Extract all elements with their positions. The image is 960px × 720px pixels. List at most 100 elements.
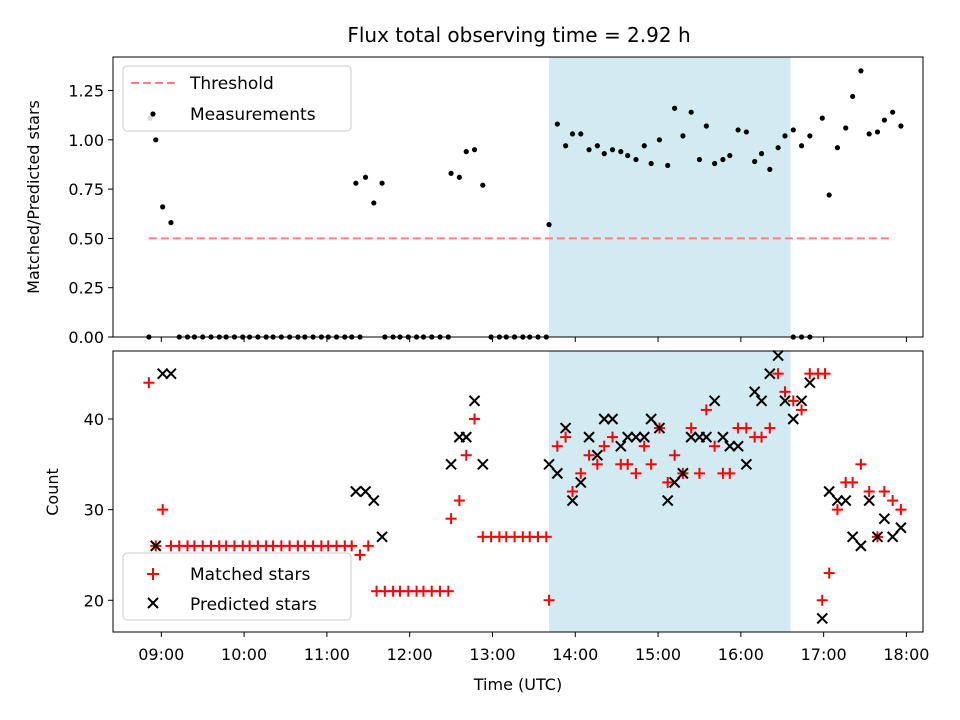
- matched-star-point: [591, 458, 603, 470]
- predicted-star-point: [591, 449, 604, 461]
- chart-title-group: Flux total observing time = 2.92 h: [347, 23, 690, 47]
- count-y-tick-label: 40: [84, 410, 104, 429]
- measurement-point: [752, 158, 758, 165]
- predicted-star-point: [717, 431, 729, 443]
- ratio-y-tick-label: 0.25: [68, 279, 104, 298]
- measurement-point: [834, 145, 841, 151]
- measurement-point: [720, 156, 726, 163]
- count-x-ticks: 09:00 10:00 11:00 12:00 13:00 14:00 15:00 16:00…: [138, 632, 929, 664]
- predicted-star-point: [779, 395, 791, 407]
- matched-star-point: [551, 440, 563, 452]
- predicted-star-point: [559, 422, 572, 434]
- predicted-star-point: [460, 431, 472, 443]
- measurement-point: [569, 131, 576, 137]
- predicted-star-point: [477, 458, 489, 471]
- ratio-axes-frame: [112, 56, 924, 338]
- predicted-star-point: [764, 367, 776, 380]
- matched-star-point: [693, 467, 705, 479]
- matched-star-point: [863, 486, 875, 497]
- measurement-point: [819, 115, 825, 121]
- predicted-star-point: [368, 494, 380, 507]
- matched-star-point: [157, 504, 169, 516]
- count-y-tick-label: 30: [84, 501, 104, 520]
- matched-star-point: [362, 540, 374, 552]
- measurement-point: [712, 160, 718, 167]
- matched-star-point: [442, 585, 454, 597]
- matched-star-point: [598, 440, 610, 452]
- measurement-point: [858, 68, 864, 74]
- matched-star-point: [887, 495, 899, 507]
- measurement-point: [665, 162, 671, 169]
- measurement-point: [379, 180, 385, 186]
- predicted-star-point: [787, 413, 799, 425]
- measurement-point: [890, 109, 896, 115]
- measurement-point: [696, 156, 703, 163]
- matched-star-point: [740, 422, 752, 434]
- measurement-point: [641, 143, 647, 149]
- count-y-axis-label: Count: [43, 468, 62, 516]
- count-marks: [143, 349, 907, 625]
- ratio-y-ticks: 0.00 0.25 0.50 0.75 1.00 1.25: [68, 82, 113, 347]
- predicted-star-point: [566, 494, 579, 507]
- matched-star-point: [543, 594, 555, 606]
- measurement-point: [735, 127, 741, 133]
- measurement-point: [601, 151, 607, 157]
- matched-star-point: [575, 467, 587, 479]
- measurement-point: [798, 143, 805, 149]
- measurement-point: [743, 129, 749, 135]
- matched-star-point: [779, 386, 791, 398]
- count-x-tick-label: 10:00: [221, 645, 267, 664]
- x-axis-label: Time (UTC): [473, 675, 562, 694]
- predicted-star-point: [685, 431, 697, 443]
- measurement-point: [168, 220, 174, 226]
- count-panel: 20 30 40 09:00 10:00 11:00 12:00 13:00 14:00 15:…: [43, 349, 929, 694]
- predicted-star-point: [831, 494, 844, 507]
- measurement-point: [480, 182, 486, 188]
- matched-star-point: [453, 495, 465, 507]
- measurement-point: [463, 149, 469, 155]
- ratio-legend-box: [122, 65, 352, 132]
- count-x-tick-label: 17:00: [801, 645, 847, 664]
- matched-star-point: [645, 458, 657, 470]
- legend-predicted-swatch: [147, 597, 159, 609]
- measurement-point: [790, 127, 796, 133]
- predicted-star-point: [165, 367, 177, 380]
- measurement-point: [672, 105, 678, 111]
- predicted-star-point: [615, 440, 627, 452]
- measurement-point: [656, 137, 663, 143]
- matched-star-point: [607, 431, 619, 443]
- predicted-star-point: [156, 367, 169, 380]
- measurement-point: [782, 133, 788, 139]
- ratio-x-ticks: [160, 337, 907, 342]
- count-x-tick-label: 09:00: [138, 645, 184, 664]
- predicted-star-point: [350, 485, 362, 498]
- measurement-point: [807, 133, 813, 139]
- predicted-star-point: [445, 458, 457, 471]
- predicted-star-point: [662, 494, 674, 507]
- measurement-point: [767, 166, 773, 172]
- matched-star-point: [819, 368, 831, 380]
- ratio-panel: 0.00 0.25 0.50 0.75 1.00 1.25 Matched/Predict…: [24, 56, 924, 347]
- chart-title: Flux total observing time = 2.92 h: [347, 23, 690, 47]
- predicted-star-point: [150, 540, 162, 552]
- matched-star-point: [685, 422, 697, 434]
- matched-star-point: [669, 449, 681, 461]
- predicted-star-point: [846, 531, 859, 543]
- measurement-point: [898, 123, 904, 129]
- predicted-star-point: [359, 485, 372, 498]
- count-y-tick-label: 20: [84, 591, 104, 610]
- predicted-star-point: [878, 512, 891, 525]
- predicted-star-point: [543, 458, 555, 471]
- legend-measurements-label: Measurements: [190, 105, 316, 125]
- count-x-tick-label: 11:00: [304, 645, 350, 664]
- measurement-point: [881, 117, 887, 123]
- ratio-y-tick-label: 0.50: [68, 229, 104, 248]
- predicted-star-point: [816, 612, 828, 625]
- legend-threshold-label: Threshold: [189, 74, 274, 94]
- measurement-point: [594, 143, 600, 149]
- matched-star-point: [772, 368, 784, 380]
- predicted-star-point: [700, 431, 713, 443]
- measurement-point: [362, 174, 369, 180]
- count-axes-frame: [112, 350, 924, 633]
- matched-star-point: [469, 413, 481, 425]
